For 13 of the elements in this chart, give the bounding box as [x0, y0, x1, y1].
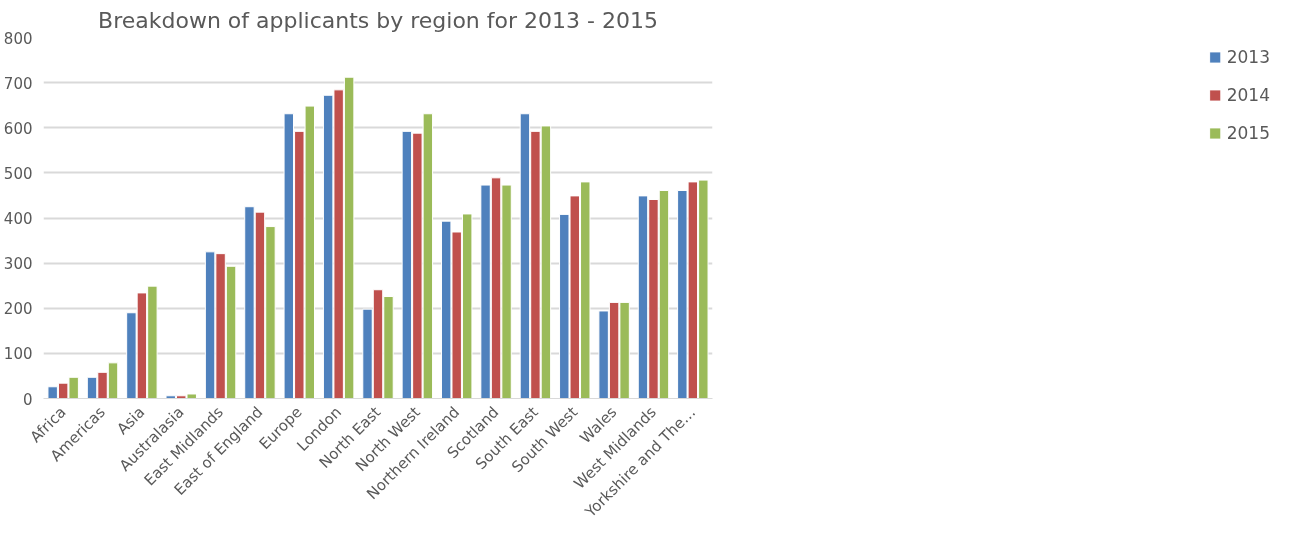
- y-tick-label: 100: [3, 345, 33, 364]
- y-tick-label: 700: [3, 74, 33, 93]
- y-tick-label: 500: [3, 164, 33, 183]
- legend-label: 2013: [1226, 47, 1270, 67]
- y-tick-label: 400: [3, 210, 33, 228]
- legend-label: 2014: [1226, 85, 1270, 105]
- y-tick-label: 0: [22, 390, 33, 409]
- y-tick-label: 200: [3, 300, 33, 319]
- y-tick-label: 600: [3, 119, 33, 138]
- y-tick-label: 800: [3, 29, 33, 48]
- y-tick-label: 300: [3, 255, 33, 274]
- legend-label: 2015: [1226, 123, 1270, 143]
- chart-title: Breakdown of applicants by region for 2013 - 2015: [98, 7, 658, 33]
